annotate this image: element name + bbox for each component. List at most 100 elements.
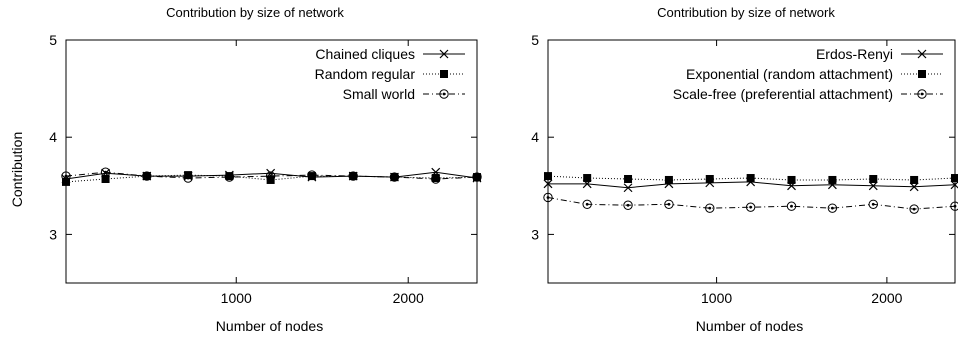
panel-1-series-3-point-dot <box>434 177 438 181</box>
panel-1-series-3-point-dot <box>475 175 479 179</box>
panel-2-series-2-point <box>787 175 796 184</box>
panel-1-series-3-point <box>348 171 358 181</box>
panel-2-plot-frame <box>547 39 956 284</box>
panel-2-series-3-point-dot <box>790 204 793 208</box>
panel-2-series-1-point-b <box>623 183 633 193</box>
panel-2-series-2-point <box>624 174 633 183</box>
panel-1-series-3-point-dot <box>393 175 396 179</box>
panel-1-series-3-point <box>472 172 482 182</box>
panel-2-legend-sample-marker <box>917 89 927 99</box>
panel-1-series-3-point <box>142 171 152 181</box>
panel-2-series-2-line <box>547 175 956 181</box>
panel-2-series-3-point <box>950 201 958 211</box>
panel-1-xtick-label: 2000 <box>393 290 424 306</box>
panel-2-series-2-point <box>869 174 878 183</box>
panel-2-legend-label: Exponential (random attachment) <box>686 66 893 82</box>
panel-2-legend-sample-marker-dot <box>920 92 924 96</box>
panel-2-series-3-point <box>909 204 919 214</box>
panel-2-series-3-point <box>745 202 756 212</box>
panel-2-legend-label: Erdos-Renyi <box>816 46 893 62</box>
panel-2-legend: Erdos-Renyi Exponential (random attachmen… <box>673 46 943 102</box>
panel-1-series-3-point <box>265 171 276 181</box>
panel-1-series-3-line <box>65 171 478 180</box>
panel-2-xlabel: Number of nodes <box>696 318 803 334</box>
panel-2-legend-sample-marker-b <box>917 49 927 59</box>
panel-2-series-2 <box>544 172 958 184</box>
panel-2-series-3-point <box>786 201 797 211</box>
panel-2-series-3-point-dot <box>953 204 957 208</box>
panel-1-title: Contribution by size of network <box>166 5 344 20</box>
panel-2-series-3-point-dot <box>585 202 589 206</box>
panel-2-series-3-point-dot <box>708 206 712 210</box>
panel-2-legend-label: Scale-free (preferential attachment) <box>673 86 893 102</box>
panel-2-series-3-point <box>827 203 838 213</box>
panel-2-ytick-label: 5 <box>531 32 539 48</box>
panel-1-series-3-point <box>183 173 193 183</box>
panel-1-series-2-point <box>101 174 110 183</box>
panel-2-ytick-label: 4 <box>531 129 539 145</box>
panel-1-series-3-point-dot <box>310 173 314 177</box>
panel-2-series-2-point <box>910 175 919 184</box>
panel-2-legend-sample-marker <box>918 70 926 78</box>
panel-1-legend-sample-marker <box>440 70 448 78</box>
panel-1-legend-sample-marker <box>439 89 449 99</box>
panel-2-series-3-point <box>582 199 592 209</box>
panel-1-ytick-label: 4 <box>49 129 57 145</box>
panel-2-series-3 <box>543 192 958 214</box>
panel-2-series-3-point-dot <box>626 203 630 207</box>
panel-1-series-3-point <box>389 172 400 182</box>
panel-1: Contribution by size of network 3 4 5 1000 20… <box>9 5 482 334</box>
panel-2-series-3-point-dot <box>667 202 671 206</box>
panel-2-series-3-point <box>705 203 715 213</box>
panel-2-series-3-point-dot <box>912 207 916 211</box>
panel-2-series-1-point-b <box>909 182 919 192</box>
panel-1-series-3-point-dot <box>64 174 68 178</box>
panel-1-series-2-point <box>184 171 193 180</box>
panel-2-series-2-point <box>705 174 714 183</box>
panel-1-ytick-label: 5 <box>49 32 57 48</box>
panel-1-ylabel: Contribution <box>9 132 25 208</box>
panel-2-series-2-point <box>544 172 552 181</box>
panel-2-series-3-point <box>543 192 553 203</box>
panel-1-series-3-point-dot <box>227 175 231 179</box>
panel-1-ytick-label: 3 <box>49 226 57 242</box>
panel-2-series-3-point <box>868 199 878 209</box>
panel-2: Contribution by size of network 3 4 5 1000 20… <box>531 5 958 334</box>
panel-2-series-3-point <box>623 200 633 210</box>
panel-2-series-3-point-dot <box>830 206 834 210</box>
panel-1-legend-label: Random regular <box>315 66 416 82</box>
panel-1-series-3-point <box>431 174 441 184</box>
panel-1-legend: Chained cliques Random regular Small world <box>315 46 465 102</box>
panel-1-legend-label: Small world <box>343 86 415 102</box>
panel-2-series-2-point <box>746 174 755 183</box>
panel-2-series-2-point <box>664 175 673 184</box>
panel-2-series-3-point-dot <box>871 202 875 206</box>
panel-2-series-1-point-b <box>543 179 553 189</box>
panel-2-series-2-point <box>828 175 837 184</box>
panel-2-series-3-line <box>547 197 956 210</box>
panel-2-title: Contribution by size of network <box>657 5 835 20</box>
panel-1-series-3-point-dot <box>269 174 273 178</box>
panel-2-series-3-point-dot <box>749 205 753 209</box>
panel-2-xtick-label: 1000 <box>701 290 732 306</box>
panel-1-legend-label: Chained cliques <box>315 46 415 62</box>
panel-1-plot-frame <box>65 39 478 284</box>
panel-2-xtick-label: 2000 <box>871 290 902 306</box>
panel-1-series-3-point <box>61 171 71 181</box>
panel-2-series-3-point <box>664 199 674 209</box>
panel-1-series-3-point <box>224 172 235 182</box>
panel-2-ytick-label: 3 <box>531 226 539 242</box>
panel-1-xtick-label: 1000 <box>221 290 252 306</box>
panel-1-series-3-point-dot <box>145 174 149 178</box>
panel-2-series-2-point <box>583 174 592 183</box>
panel-1-legend-sample-marker-b <box>439 49 449 59</box>
panel-1-series-3-point <box>307 170 317 180</box>
panel-1-series-3-point-dot <box>186 176 190 180</box>
panel-1-series-1-point-b <box>266 168 276 178</box>
panel-1-legend-sample-marker-dot <box>442 92 446 96</box>
panel-2-series-1-point-b <box>868 181 878 191</box>
panel-2-series-2-point <box>951 174 958 183</box>
panel-1-series-3-point-dot <box>351 174 355 178</box>
